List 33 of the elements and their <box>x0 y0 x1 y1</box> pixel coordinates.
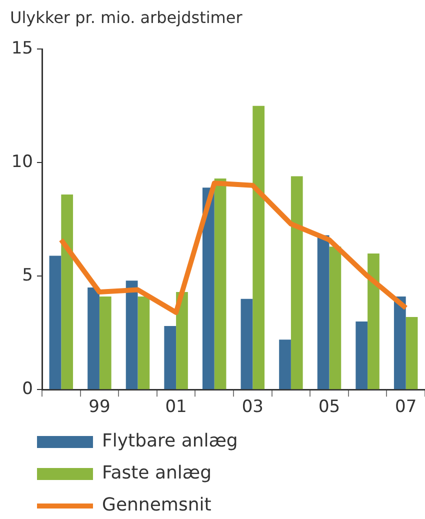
y-tick-label: 10 <box>11 152 33 172</box>
bar <box>279 340 291 390</box>
x-tick-label: 99 <box>88 397 110 418</box>
y-tick-label: 15 <box>11 38 33 59</box>
legend-label: Gennemsnit <box>102 494 212 516</box>
x-tick-label: 05 <box>318 397 340 418</box>
bar <box>126 280 138 390</box>
bar <box>368 253 380 390</box>
x-tick-label: 03 <box>242 397 264 418</box>
bar <box>252 106 265 390</box>
bar <box>356 322 368 390</box>
bar <box>176 292 188 390</box>
x-tick-label: 07 <box>395 397 417 418</box>
bar <box>406 316 418 390</box>
bar <box>240 298 253 390</box>
bar <box>49 256 62 390</box>
y-axis-title: Ulykker pr. mio. arbejdstimer <box>10 8 243 27</box>
bar <box>394 296 406 390</box>
x-tick-label: 01 <box>165 397 187 418</box>
y-tick-label: 5 <box>22 266 33 286</box>
bar <box>99 296 112 390</box>
bar <box>329 246 342 390</box>
bar <box>61 194 74 390</box>
bar <box>138 296 150 390</box>
bar <box>202 188 214 390</box>
legend-label: Flytbare anlæg <box>102 430 238 452</box>
bar <box>214 178 226 390</box>
legend-label: Faste anlæg <box>102 462 212 484</box>
bar <box>88 287 100 390</box>
y-tick-label: 0 <box>22 379 33 400</box>
bar <box>290 176 303 390</box>
bar <box>164 326 176 390</box>
bar <box>317 235 330 390</box>
